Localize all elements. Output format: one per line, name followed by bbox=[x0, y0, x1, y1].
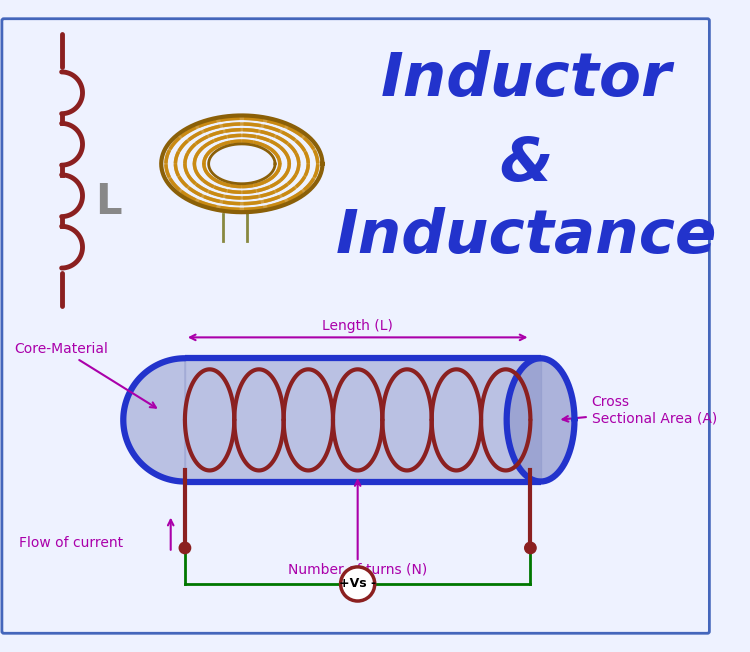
Text: Inductor: Inductor bbox=[381, 50, 672, 109]
Circle shape bbox=[179, 542, 190, 554]
Text: Cross
Sectional Area (A): Cross Sectional Area (A) bbox=[562, 395, 717, 426]
Circle shape bbox=[525, 542, 536, 554]
Text: Number of turns (N): Number of turns (N) bbox=[288, 562, 427, 576]
Text: &: & bbox=[500, 136, 553, 194]
Text: Flow of current: Flow of current bbox=[19, 536, 123, 550]
FancyBboxPatch shape bbox=[2, 19, 710, 633]
Circle shape bbox=[340, 567, 375, 601]
Text: L: L bbox=[94, 181, 122, 223]
Text: Core-Material: Core-Material bbox=[14, 342, 156, 408]
Text: Inductance: Inductance bbox=[335, 207, 717, 265]
Polygon shape bbox=[123, 358, 185, 482]
Polygon shape bbox=[507, 358, 574, 482]
Text: Length (L): Length (L) bbox=[322, 319, 393, 333]
Text: +Vs -: +Vs - bbox=[339, 578, 376, 591]
